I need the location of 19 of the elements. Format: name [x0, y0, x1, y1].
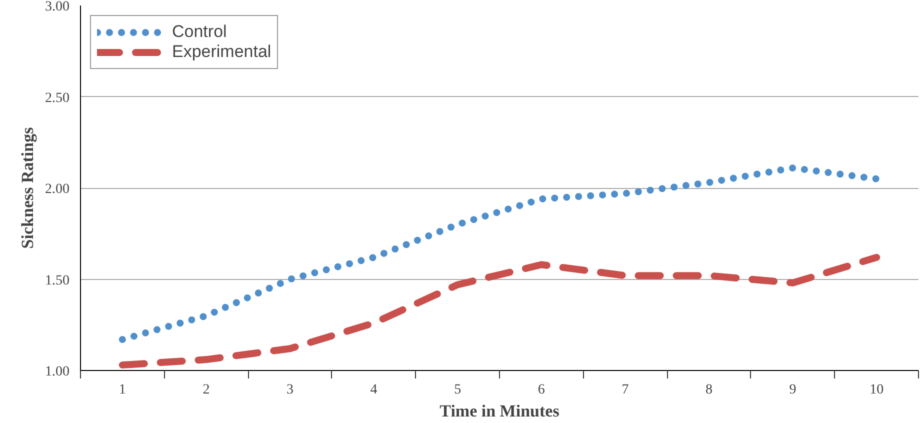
y-tick-label: 2.00 [45, 182, 70, 197]
x-tick-label: 4 [370, 382, 378, 398]
x-tick-label: 6 [538, 382, 545, 398]
y-tick-label: 1.00 [45, 364, 70, 380]
x-tick-label: 10 [870, 382, 884, 398]
x-axis-title: Time in Minutes [440, 402, 560, 420]
x-tick-label: 9 [789, 382, 796, 398]
x-tick-label: 5 [454, 382, 462, 398]
y-tick-label: 1.50 [45, 273, 70, 288]
y-tick-label: 3.00 [45, 0, 70, 14]
legend-label: Control [172, 22, 227, 42]
x-tick-label: 8 [706, 382, 712, 398]
y-axis-title: Sickness Ratings [18, 126, 37, 249]
x-tick-label: 2 [202, 382, 210, 398]
x-tick-label: 7 [622, 382, 629, 398]
y-tick-label: 2.50 [45, 90, 70, 106]
x-tick-label: 1 [118, 382, 126, 398]
legend-label: Experimental [172, 42, 272, 62]
x-tick-label: 3 [286, 382, 294, 398]
